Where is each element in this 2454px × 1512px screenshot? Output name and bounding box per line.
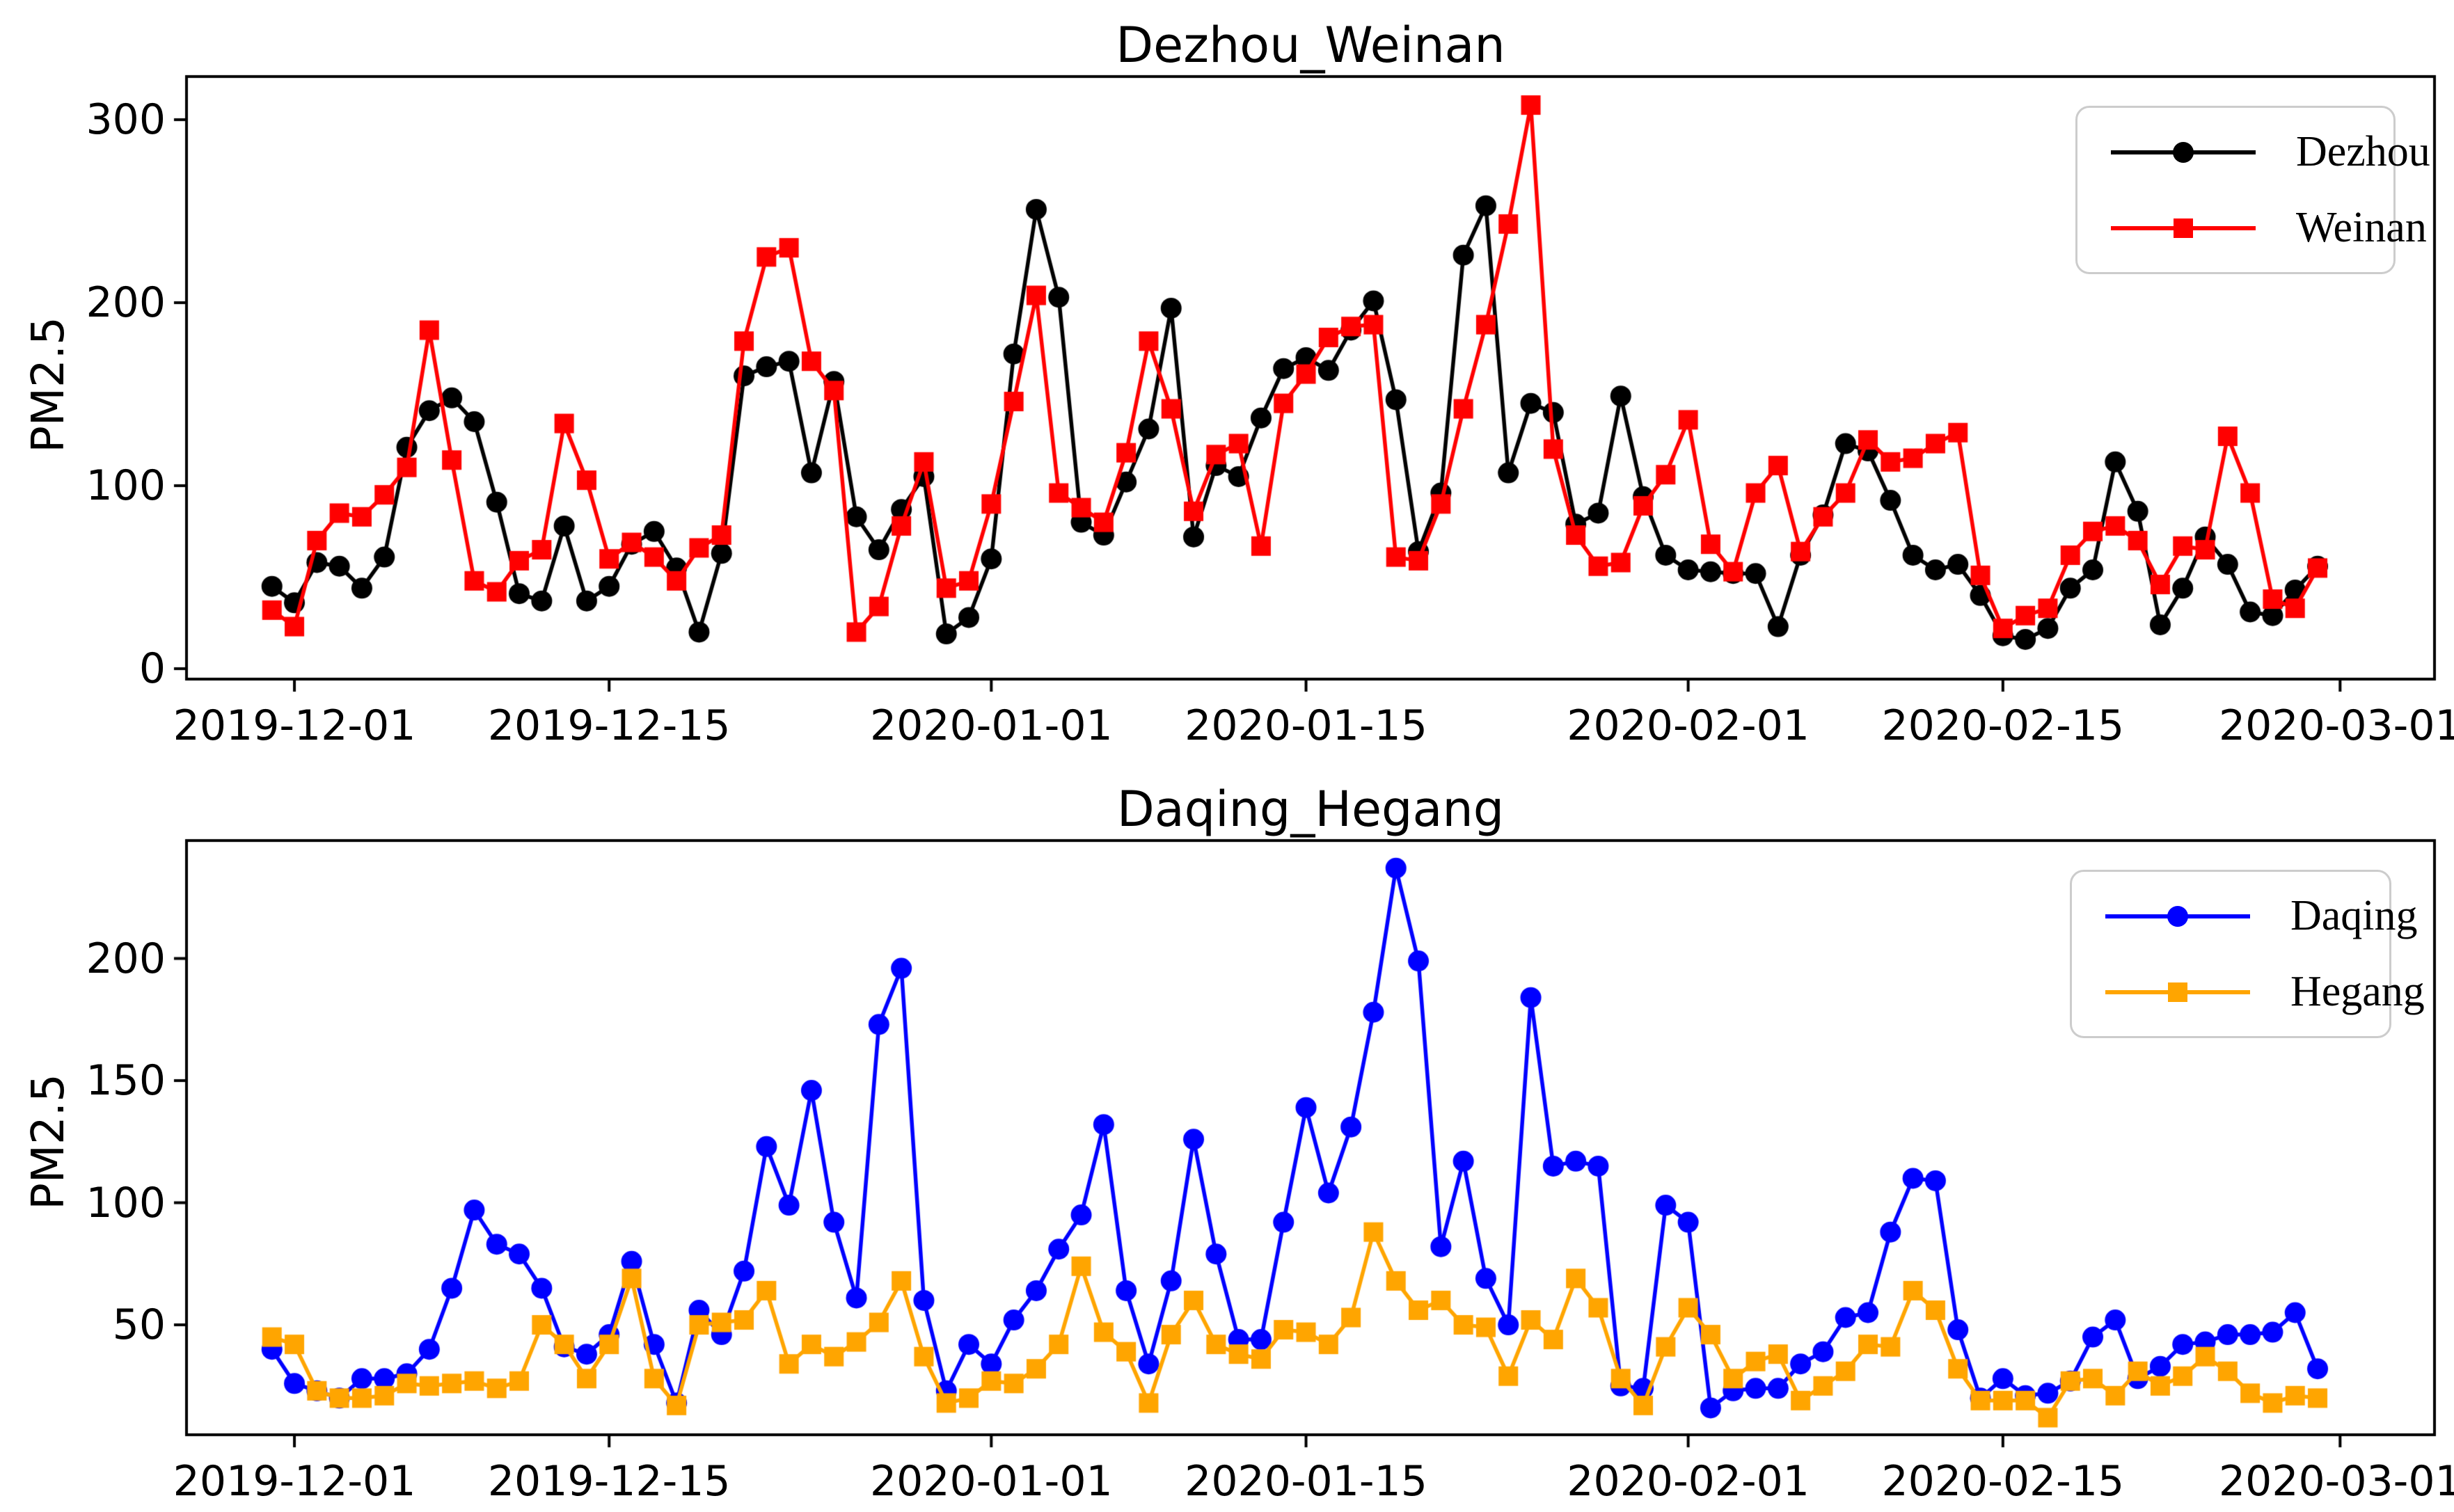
chart-title-bottom: Daqing_Hegang (1116, 781, 1505, 838)
y-axis-label-bottom: PM2.5 (23, 1074, 74, 1210)
x-tick-label: 2020-02-15 (1881, 701, 2125, 750)
x-tick-label: 2020-01-15 (1185, 1457, 1427, 1506)
legend-label: Daqing (2290, 892, 2418, 939)
x-tick-label: 2020-02-01 (1567, 1457, 1810, 1506)
x-tick-label: 2020-02-15 (1881, 1457, 2125, 1506)
legend-circle-sample-icon (2105, 905, 2250, 927)
x-tick-label: 2019-12-01 (173, 701, 416, 750)
y-tick-label: 150 (86, 1056, 166, 1106)
y-tick-label: 200 (86, 278, 166, 328)
x-tick-label: 2020-01-01 (869, 1457, 1113, 1506)
x-tick-label: 2020-02-01 (1567, 701, 1810, 750)
chart-title-top: Dezhou_Weinan (1116, 17, 1505, 74)
legend-bottom: Daqing Hegang (2070, 870, 2425, 1038)
legend-square-sample-icon (2105, 982, 2250, 1002)
legend-entry: Dezhou (2109, 127, 2430, 177)
x-tick-label: 2020-01-01 (869, 701, 1113, 750)
legend-entry: Weinan (2109, 203, 2427, 253)
y-tick-label: 100 (86, 1178, 166, 1227)
legend-label: Hegang (2290, 968, 2425, 1015)
x-tick-label: 2019-12-01 (173, 1457, 416, 1506)
y-tick-label: 300 (86, 95, 166, 145)
legend-entry: Daqing (2104, 891, 2418, 941)
legend-entry: Hegang (2104, 967, 2425, 1017)
legend-square-sample-icon (2111, 218, 2256, 238)
legend-label: Dezhou (2296, 128, 2430, 175)
x-tick-label: 2019-12-15 (487, 701, 731, 750)
y-tick-label: 0 (138, 644, 166, 693)
y-tick-label: 100 (86, 461, 166, 511)
legend-label: Weinan (2296, 204, 2427, 251)
x-tick-label: 2020-03-01 (2218, 1457, 2454, 1506)
y-axis-label-top: PM2.5 (23, 317, 74, 453)
y-tick-label: 50 (112, 1300, 166, 1350)
y-tick-label: 200 (86, 934, 166, 983)
x-tick-label: 2020-03-01 (2218, 701, 2454, 750)
x-tick-label: 2020-01-15 (1185, 701, 1427, 750)
legend-top: Dezhou Weinan (2075, 106, 2430, 274)
x-tick-label: 2019-12-15 (487, 1457, 731, 1506)
legend-circle-sample-icon (2111, 141, 2256, 163)
